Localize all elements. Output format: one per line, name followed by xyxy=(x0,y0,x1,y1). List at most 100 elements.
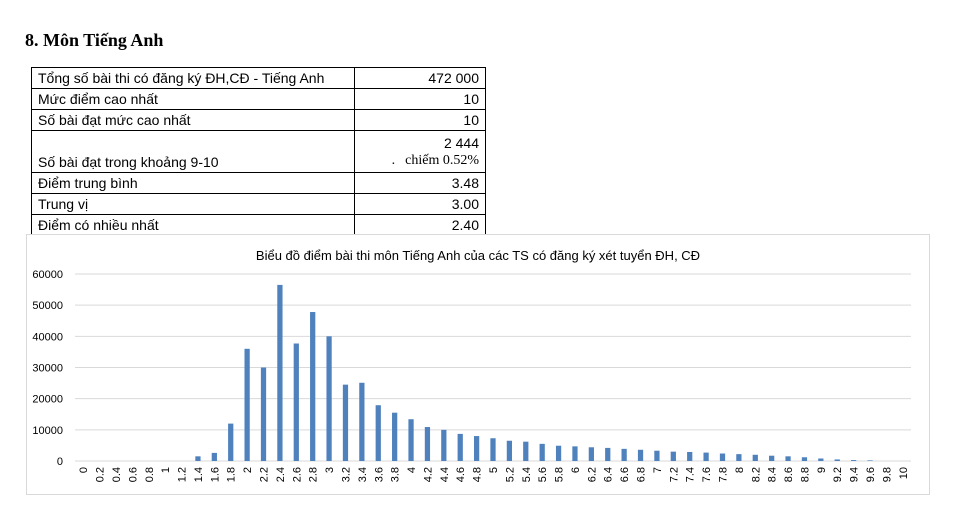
x-tick-label: 7 xyxy=(652,467,664,473)
bar xyxy=(473,436,480,461)
x-tick-label: 4.2 xyxy=(422,467,434,482)
stats-row: Trung vị 3.00 xyxy=(31,193,486,215)
x-tick-label: 9 xyxy=(816,467,828,473)
x-tick-label: 5.8 xyxy=(554,467,566,482)
stats-value: 472 000 xyxy=(354,67,486,89)
bar xyxy=(211,452,217,461)
stats-value: 2 444 . chiếm 0.52% xyxy=(354,130,486,173)
stats-label: Số bài đạt mức cao nhất xyxy=(31,109,355,131)
bar xyxy=(359,382,365,461)
chart-title: Biểu đồ điểm bài thi môn Tiếng Anh của c… xyxy=(256,248,700,263)
x-tick-label: 1 xyxy=(160,467,172,473)
stats-row: Điểm trung bình 3.48 xyxy=(31,172,486,194)
x-tick-label: 5.6 xyxy=(537,467,549,482)
y-tick-label: 50000 xyxy=(32,300,63,312)
x-tick-label: 9.8 xyxy=(881,467,893,482)
x-tick-label: 8.6 xyxy=(783,467,795,482)
stats-row: Điểm có nhiều nhất 2.40 xyxy=(31,214,486,236)
bar xyxy=(752,454,758,461)
x-tick-label: 4.4 xyxy=(439,467,451,482)
bar xyxy=(441,429,447,461)
x-tick-label: 1.6 xyxy=(209,467,221,482)
x-tick-label: 9.2 xyxy=(832,467,844,482)
stats-table: Tổng số bài thi có đăng ký ĐH,CĐ - Tiếng… xyxy=(31,67,486,236)
x-tick-label: 10 xyxy=(898,467,910,479)
x-tick-label: 5.2 xyxy=(504,467,516,482)
bar xyxy=(293,343,299,461)
x-tick-label: 8.8 xyxy=(799,467,811,482)
stats-label: Điểm trung bình xyxy=(31,172,355,194)
x-tick-label: 4 xyxy=(406,467,418,473)
bar xyxy=(523,441,529,461)
bar xyxy=(392,412,398,461)
stats-row: Số bài đạt trong khoảng 9-10 2 444 . chiế… xyxy=(31,130,486,173)
y-tick-label: 60000 xyxy=(32,269,63,281)
bar xyxy=(260,367,267,461)
x-axis-ticks: 0 0.2 0.4 0.6 0.8 1 1.2 1.4 1.6 1.8 2 2.2 2.4 2.6 2.8 3… xyxy=(78,467,910,482)
bar xyxy=(555,445,562,461)
bar xyxy=(769,455,775,461)
score-distribution-chart: Biểu đồ điểm bài thi môn Tiếng Anh của c… xyxy=(32,248,911,482)
x-tick-label: 2 xyxy=(242,467,254,473)
bar xyxy=(375,405,381,461)
bar xyxy=(834,459,840,461)
x-tick-label: 9.6 xyxy=(865,467,877,482)
bar xyxy=(867,460,873,461)
bar xyxy=(342,384,349,461)
stats-label: Điểm có nhiều nhất xyxy=(31,214,355,236)
x-tick-label: 0.2 xyxy=(95,467,107,482)
bar xyxy=(654,450,660,461)
x-tick-label: 6.8 xyxy=(636,467,648,482)
stats-value: 2.40 xyxy=(354,214,486,236)
x-tick-label: 5 xyxy=(488,467,500,473)
x-tick-label: 2.6 xyxy=(291,467,303,482)
bar xyxy=(457,433,463,461)
bar xyxy=(277,284,283,461)
x-tick-label: 0.8 xyxy=(144,467,156,482)
bar xyxy=(670,451,676,461)
stats-label: Mức điểm cao nhất xyxy=(31,88,355,110)
x-tick-label: 2.2 xyxy=(259,467,271,482)
stats-label: Tổng số bài thi có đăng ký ĐH,CĐ - Tiếng… xyxy=(31,67,355,89)
x-tick-label: 7.8 xyxy=(717,467,729,482)
x-tick-label: 2.8 xyxy=(308,467,320,482)
bar xyxy=(801,457,808,461)
stats-label: Trung vị xyxy=(31,193,355,215)
x-tick-label: 6.2 xyxy=(586,467,598,482)
y-tick-label: 0 xyxy=(57,456,63,468)
bar xyxy=(637,449,644,461)
y-tick-label: 40000 xyxy=(32,331,63,343)
stats-value-percent: . chiếm 0.52% xyxy=(391,152,479,168)
x-tick-label: 5.4 xyxy=(521,467,533,482)
bar xyxy=(195,456,201,461)
x-tick-label: 3.4 xyxy=(357,467,369,482)
stats-value: 10 xyxy=(354,109,486,131)
stats-row: Số bài đạt mức cao nhất 10 xyxy=(31,109,486,131)
x-tick-label: 1.4 xyxy=(193,467,205,482)
x-tick-label: 3 xyxy=(324,467,336,473)
x-tick-label: 7.4 xyxy=(685,467,697,482)
bar xyxy=(408,419,414,461)
x-tick-label: 0.6 xyxy=(127,467,139,482)
bar xyxy=(719,453,726,461)
y-tick-label: 30000 xyxy=(32,363,63,375)
stats-value: 10 xyxy=(354,88,486,110)
bar xyxy=(621,448,627,461)
x-tick-label: 8.2 xyxy=(750,467,762,482)
chart-bars xyxy=(195,284,873,461)
bar xyxy=(490,438,496,461)
stats-row: Tổng số bài thi có đăng ký ĐH,CĐ - Tiếng… xyxy=(31,67,486,89)
bar xyxy=(506,440,513,461)
stats-row: Mức điểm cao nhất 10 xyxy=(31,88,486,110)
x-tick-label: 8.4 xyxy=(767,467,779,482)
bar xyxy=(687,451,693,461)
stats-label: Số bài đạt trong khoảng 9-10 xyxy=(31,130,355,173)
chart-grid xyxy=(75,273,911,462)
bar xyxy=(605,447,611,461)
x-tick-label: 3.2 xyxy=(340,467,352,482)
bar xyxy=(244,348,250,461)
bar xyxy=(851,460,857,461)
bar xyxy=(785,456,791,461)
bar xyxy=(736,454,742,461)
bar xyxy=(703,452,709,461)
